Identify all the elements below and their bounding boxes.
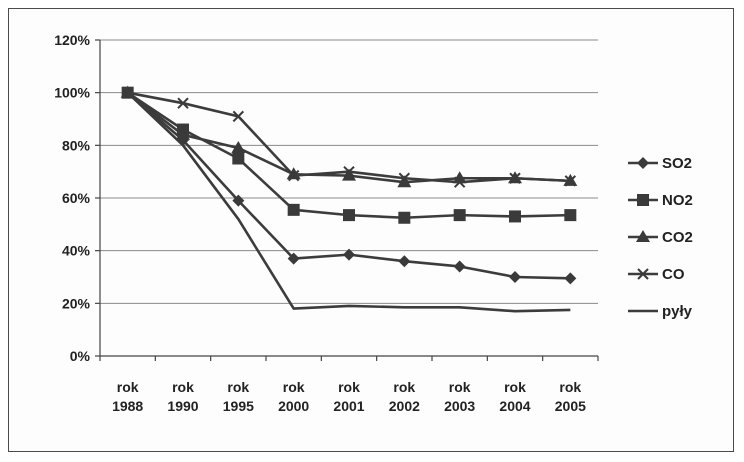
legend-label: CO2: [662, 229, 693, 246]
data-point-so2: [509, 271, 521, 283]
data-point-co: [287, 169, 300, 182]
data-point-no2: [564, 209, 577, 222]
legend-label: pyły: [662, 303, 693, 320]
legend-label: CO: [662, 266, 685, 283]
data-point-no2: [343, 209, 355, 222]
y-tick-label: 100%: [54, 85, 90, 101]
data-point-co2: [231, 140, 246, 153]
data-point-co: [453, 176, 466, 188]
series-co: [121, 86, 577, 188]
x-tick-label: rok 2003: [444, 379, 475, 414]
x-tick-label: rok 2000: [278, 379, 309, 414]
data-point-co: [564, 175, 577, 187]
data-point-so2: [232, 194, 245, 207]
series: [120, 85, 578, 313]
data-point-co2: [397, 175, 412, 188]
data-point-so2: [564, 272, 577, 285]
data-point-co: [177, 97, 189, 109]
data-point-so2: [398, 255, 411, 268]
legend-item-co: CO: [628, 266, 685, 283]
y-tick-label: 80%: [62, 137, 91, 153]
y-tick-labels: 0% 20% 40% 60% 80% 100% 120%: [54, 32, 90, 364]
y-tick-label: 20%: [62, 295, 91, 311]
series-line-py-y: [126, 91, 571, 313]
data-point-no2: [453, 209, 466, 222]
chart-frame: [8, 8, 734, 452]
x-tick-label: rok 2004: [499, 379, 530, 414]
series-line-no2: [126, 91, 571, 220]
x-tick-label: rok 1990: [167, 379, 198, 414]
x-tick-label: rok 1995: [223, 379, 254, 414]
legend-item-co2: CO2: [628, 229, 693, 246]
series-py-y: [126, 91, 571, 313]
legend-marker: [637, 268, 649, 280]
data-point-co: [343, 165, 355, 178]
series-co2: [120, 85, 578, 188]
x-tick-label: rok 2001: [333, 379, 364, 414]
y-tick-label: 0%: [70, 348, 91, 364]
data-point-co2: [452, 171, 467, 184]
data-point-co: [509, 172, 521, 184]
data-point-so2: [453, 260, 466, 273]
legend-item-no2: NO2: [628, 192, 693, 209]
legend-item-so2: SO2: [628, 155, 692, 172]
data-point-so2: [287, 252, 300, 265]
legend-marker: [637, 194, 649, 206]
y-tick-label: 40%: [62, 243, 91, 259]
data-point-no2: [287, 203, 300, 216]
x-tick-labels: rok 1988 rok 1990 rok 1995 rok 2000 rok 2001 rok 20…: [112, 379, 586, 414]
y-tick-label: 60%: [62, 190, 91, 206]
data-point-co: [398, 172, 411, 184]
data-point-no2: [509, 210, 521, 223]
legend-item-py-y: pyły: [628, 303, 693, 320]
gridlines: [100, 39, 598, 304]
legend: SO2 NO2 CO2 CO pyły: [628, 155, 693, 320]
data-point-so2: [343, 248, 355, 261]
legend-label: SO2: [662, 155, 692, 172]
y-tick-label: 120%: [54, 32, 90, 48]
data-point-co: [232, 110, 245, 123]
legend-marker: [637, 157, 649, 169]
legend-label: NO2: [662, 192, 693, 209]
x-tick-label: rok 2005: [555, 379, 586, 414]
data-point-co2: [176, 127, 190, 140]
x-tick-label: rok 1988: [112, 379, 143, 414]
series-so2: [121, 86, 577, 285]
axes: [95, 39, 599, 361]
legend-marker: [636, 230, 650, 242]
data-point-no2: [232, 152, 245, 165]
x-tick-label: rok 2002: [389, 379, 420, 414]
data-point-co2: [342, 168, 356, 181]
data-point-no2: [398, 211, 411, 224]
